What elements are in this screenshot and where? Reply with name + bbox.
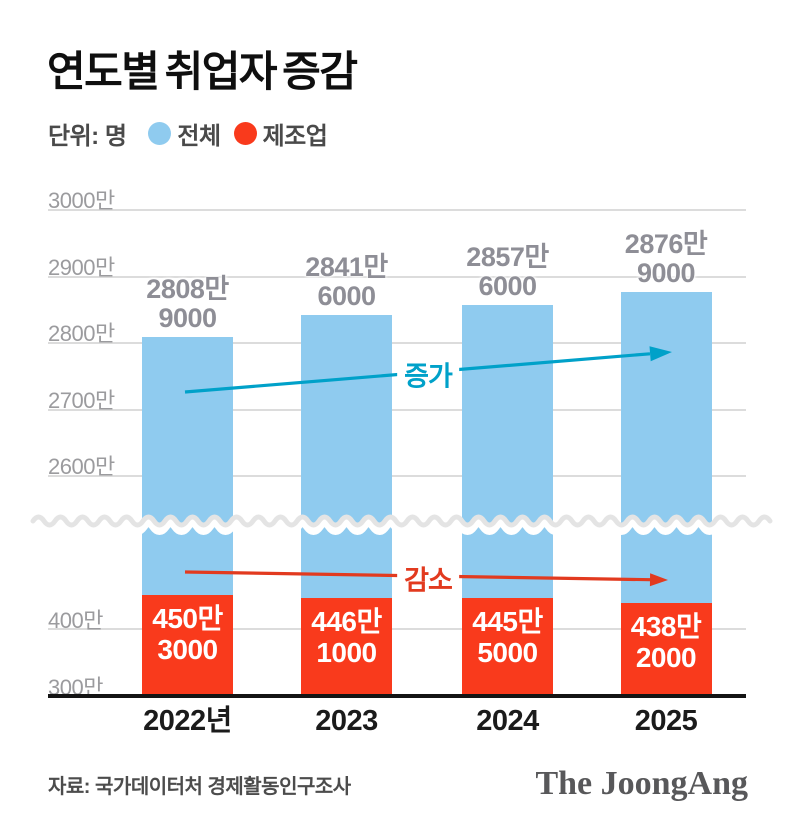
- legend-dot-manufacturing-icon: [233, 121, 257, 145]
- bar-value-line: 438만: [630, 611, 702, 643]
- legend-label-manufacturing: 제조업: [262, 122, 328, 150]
- bar-value-line: 9000: [158, 303, 217, 334]
- bar-manufacturing: [301, 597, 392, 694]
- bar-value-label-total: 2857만 6000: [418, 241, 598, 301]
- y-axis-tick-label: 3000만: [48, 188, 115, 213]
- bar-manufacturing: [620, 603, 712, 694]
- bar-value-line: 6000: [317, 281, 376, 312]
- bar-value-line: 5000: [477, 637, 538, 669]
- y-axis-tick-label: 400만: [48, 608, 103, 633]
- source-note: 자료: 국가데이터처 경제활동인구조사: [48, 776, 351, 798]
- increase-label: 증가: [397, 354, 459, 394]
- legend-item-total: 전체: [148, 116, 221, 151]
- bar-value-line: 450만: [152, 602, 223, 634]
- bar-value-line: 2841만: [305, 252, 388, 283]
- x-axis-category-label: 2023: [315, 705, 378, 737]
- legend-item-manufacturing: 제조업: [233, 116, 328, 151]
- page-title: 연도별 취업자 증감: [47, 48, 358, 95]
- y-axis-tick-label: 2700만: [48, 387, 115, 413]
- y-axis-tick-label: 2800만: [48, 321, 115, 346]
- bar-value-line: 446만: [311, 605, 382, 637]
- bar-value-line: 1000: [316, 636, 377, 668]
- x-axis-category-label: 2025: [634, 705, 698, 737]
- bar-value-line: 9000: [636, 257, 696, 288]
- joongang-logo: The JoongAng: [535, 765, 748, 802]
- bar-value-line: 2876만: [624, 228, 708, 259]
- y-axis-tick-label: 2900만: [48, 254, 115, 280]
- gridline: [48, 475, 746, 477]
- bar-value-label-manufacturing: 450만 3000: [142, 603, 233, 665]
- bar-value-label-total: 2808만 9000: [98, 275, 278, 333]
- bar-value-label-manufacturing: 445만 5000: [462, 606, 553, 668]
- x-axis-category-label: 2022년: [143, 705, 232, 737]
- bar-value-line: 2808만: [146, 274, 229, 305]
- gridline: [48, 209, 746, 211]
- bar-manufacturing: [462, 598, 553, 694]
- x-axis-baseline: [48, 694, 746, 698]
- bar-value-line: 3000: [157, 633, 218, 665]
- decrease-label: 감소: [397, 558, 459, 598]
- legend-label-total: 전체: [177, 122, 221, 150]
- legend-dot-total-icon: [148, 121, 172, 145]
- bar-value-label-manufacturing: 446만 1000: [301, 606, 392, 668]
- gridline: [48, 628, 746, 630]
- bar-value-line: 6000: [478, 270, 537, 301]
- bar-value-label-total: 2876만 9000: [576, 228, 756, 288]
- bar-value-label-total: 2841만 6000: [257, 253, 437, 311]
- unit-label: 단위: 명: [48, 122, 127, 150]
- x-axis-category-label: 2024: [476, 705, 539, 737]
- bar-manufacturing: [142, 594, 233, 694]
- bar-value-line: 445만: [472, 606, 543, 638]
- bar-value-line: 2000: [635, 642, 697, 674]
- gridline: [48, 342, 746, 344]
- legend: 단위: 명 전체 제조업: [48, 119, 340, 150]
- bar-value-label-manufacturing: 438만 2000: [621, 611, 712, 673]
- gridline: [48, 408, 746, 411]
- bar-value-line: 2857만: [466, 241, 549, 272]
- y-axis-tick-label: 2600만: [48, 454, 115, 479]
- gridline: [48, 275, 746, 278]
